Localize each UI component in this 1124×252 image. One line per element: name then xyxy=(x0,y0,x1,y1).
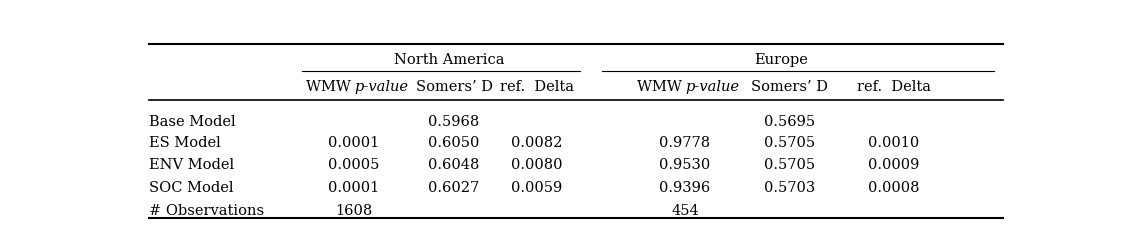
Text: ENV Model: ENV Model xyxy=(149,158,234,172)
Text: 0.6048: 0.6048 xyxy=(428,158,480,172)
Text: 0.5695: 0.5695 xyxy=(764,115,815,129)
Text: 0.9396: 0.9396 xyxy=(660,181,710,195)
Text: 0.0009: 0.0009 xyxy=(869,158,919,172)
Text: ES Model: ES Model xyxy=(149,136,221,150)
Text: 0.0010: 0.0010 xyxy=(869,136,919,150)
Text: 0.0001: 0.0001 xyxy=(328,181,380,195)
Text: 0.6050: 0.6050 xyxy=(428,136,480,150)
Text: ref.  Delta: ref. Delta xyxy=(500,80,574,94)
Text: p-value: p-value xyxy=(685,80,738,94)
Text: Somers’ D: Somers’ D xyxy=(751,80,828,94)
Text: 1608: 1608 xyxy=(335,204,372,218)
Text: 454: 454 xyxy=(671,204,699,218)
Text: 0.0082: 0.0082 xyxy=(511,136,562,150)
Text: 0.0059: 0.0059 xyxy=(511,181,562,195)
Text: 0.5705: 0.5705 xyxy=(764,136,815,150)
Text: 0.0005: 0.0005 xyxy=(328,158,380,172)
Text: 0.5968: 0.5968 xyxy=(428,115,480,129)
Text: Base Model: Base Model xyxy=(149,115,236,129)
Text: Europe: Europe xyxy=(754,53,808,67)
Text: WMW: WMW xyxy=(306,80,354,94)
Text: 0.0080: 0.0080 xyxy=(511,158,563,172)
Text: # Observations: # Observations xyxy=(149,204,264,218)
Text: North America: North America xyxy=(395,53,505,67)
Text: 0.6027: 0.6027 xyxy=(428,181,480,195)
Text: 0.0008: 0.0008 xyxy=(868,181,919,195)
Text: p-value: p-value xyxy=(354,80,408,94)
Text: 0.0001: 0.0001 xyxy=(328,136,380,150)
Text: 0.5703: 0.5703 xyxy=(764,181,815,195)
Text: 0.9778: 0.9778 xyxy=(660,136,710,150)
Text: Somers’ D: Somers’ D xyxy=(416,80,492,94)
Text: ref.  Delta: ref. Delta xyxy=(856,80,931,94)
Text: 0.5705: 0.5705 xyxy=(764,158,815,172)
Text: WMW: WMW xyxy=(637,80,685,94)
Text: 0.9530: 0.9530 xyxy=(660,158,710,172)
Text: SOC Model: SOC Model xyxy=(149,181,234,195)
